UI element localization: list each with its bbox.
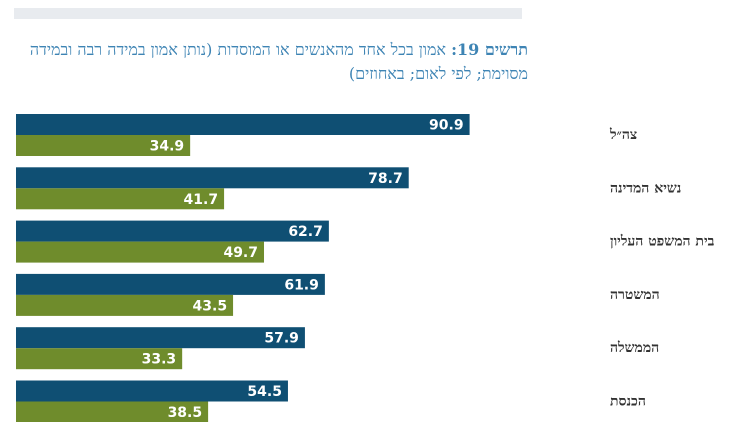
data-label-series-1-3: 62.7 [288, 224, 323, 240]
figure-label: תרשים 19: [451, 40, 528, 59]
data-label-series-2-1: 34.9 [150, 139, 185, 155]
category-label-2: נשיא המדינה [610, 180, 681, 196]
data-label-series-1-5: 57.9 [264, 331, 299, 347]
chart-title: תרשים 19: אמון בכל אחד מהאנשים או המוסדו… [16, 38, 528, 86]
data-label-series-2-3: 49.7 [223, 245, 258, 261]
data-label-series-2-6: 38.5 [168, 405, 203, 421]
bar-series-1-2 [16, 167, 409, 189]
bar-series-2-4 [16, 294, 234, 316]
bar-series-1-5 [16, 327, 305, 349]
bar-series-1-6 [16, 380, 288, 402]
bar-series-2-3 [16, 241, 265, 263]
data-label-series-1-2: 78.7 [368, 171, 403, 187]
category-label-6: הכנסת [610, 394, 646, 410]
category-label-3: בית המשפט העליון [610, 234, 715, 250]
bar-series-2-1 [16, 135, 191, 156]
data-label-series-2-5: 33.3 [142, 352, 177, 368]
bar-series-2-2 [16, 188, 225, 210]
bar-series-2-6 [16, 401, 209, 422]
chart-title-text: אמון בכל אחד מהאנשים או המוסדות (נותן אמ… [29, 40, 528, 83]
data-label-series-2-4: 43.5 [193, 298, 228, 314]
category-label-5: הממשלה [610, 340, 659, 356]
category-label-1: צה״ל [609, 127, 637, 143]
bar-series-1-3 [16, 220, 329, 242]
bar-series-1-1 [16, 114, 470, 135]
category-label-4: המשטרה [610, 287, 660, 303]
bar-series-1-4 [16, 273, 325, 295]
header-band [14, 8, 522, 19]
data-label-series-1-6: 54.5 [247, 384, 282, 400]
bar-series-2-5 [16, 348, 183, 370]
data-label-series-1-1: 90.9 [429, 118, 464, 134]
data-label-series-1-4: 61.9 [284, 277, 319, 293]
data-label-series-2-2: 41.7 [184, 192, 219, 208]
